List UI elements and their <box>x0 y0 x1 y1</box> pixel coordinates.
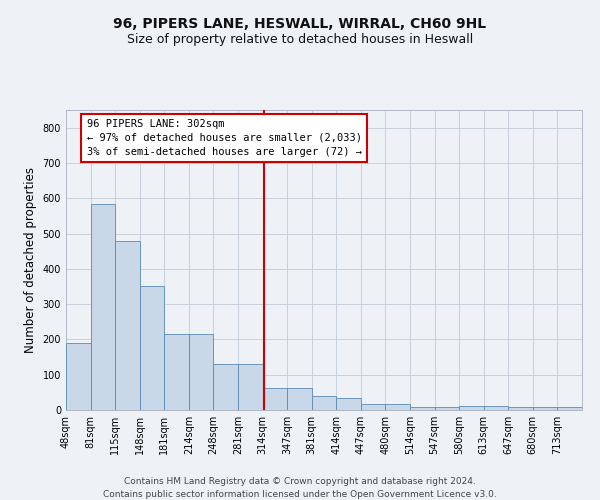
Bar <box>484 406 508 410</box>
Bar <box>434 407 459 410</box>
Bar <box>91 204 115 410</box>
Bar <box>410 407 434 410</box>
Bar <box>140 286 164 410</box>
Bar <box>189 334 214 410</box>
Bar <box>287 388 312 410</box>
Bar <box>263 388 287 410</box>
Bar <box>533 407 557 410</box>
Text: Size of property relative to detached houses in Heswall: Size of property relative to detached ho… <box>127 32 473 46</box>
Bar <box>312 396 336 410</box>
Text: 96, PIPERS LANE, HESWALL, WIRRAL, CH60 9HL: 96, PIPERS LANE, HESWALL, WIRRAL, CH60 9… <box>113 18 487 32</box>
Bar <box>238 364 263 410</box>
Text: 96 PIPERS LANE: 302sqm
← 97% of detached houses are smaller (2,033)
3% of semi-d: 96 PIPERS LANE: 302sqm ← 97% of detached… <box>86 119 362 157</box>
Bar <box>164 334 189 410</box>
Bar <box>508 407 533 410</box>
Bar <box>361 404 385 410</box>
Bar <box>336 398 361 410</box>
Text: Contains public sector information licensed under the Open Government Licence v3: Contains public sector information licen… <box>103 490 497 499</box>
Bar <box>115 240 140 410</box>
Bar <box>214 364 238 410</box>
Bar <box>66 343 91 410</box>
Y-axis label: Number of detached properties: Number of detached properties <box>24 167 37 353</box>
Bar <box>385 404 410 410</box>
Bar <box>557 407 582 410</box>
Bar <box>459 406 484 410</box>
Text: Contains HM Land Registry data © Crown copyright and database right 2024.: Contains HM Land Registry data © Crown c… <box>124 478 476 486</box>
